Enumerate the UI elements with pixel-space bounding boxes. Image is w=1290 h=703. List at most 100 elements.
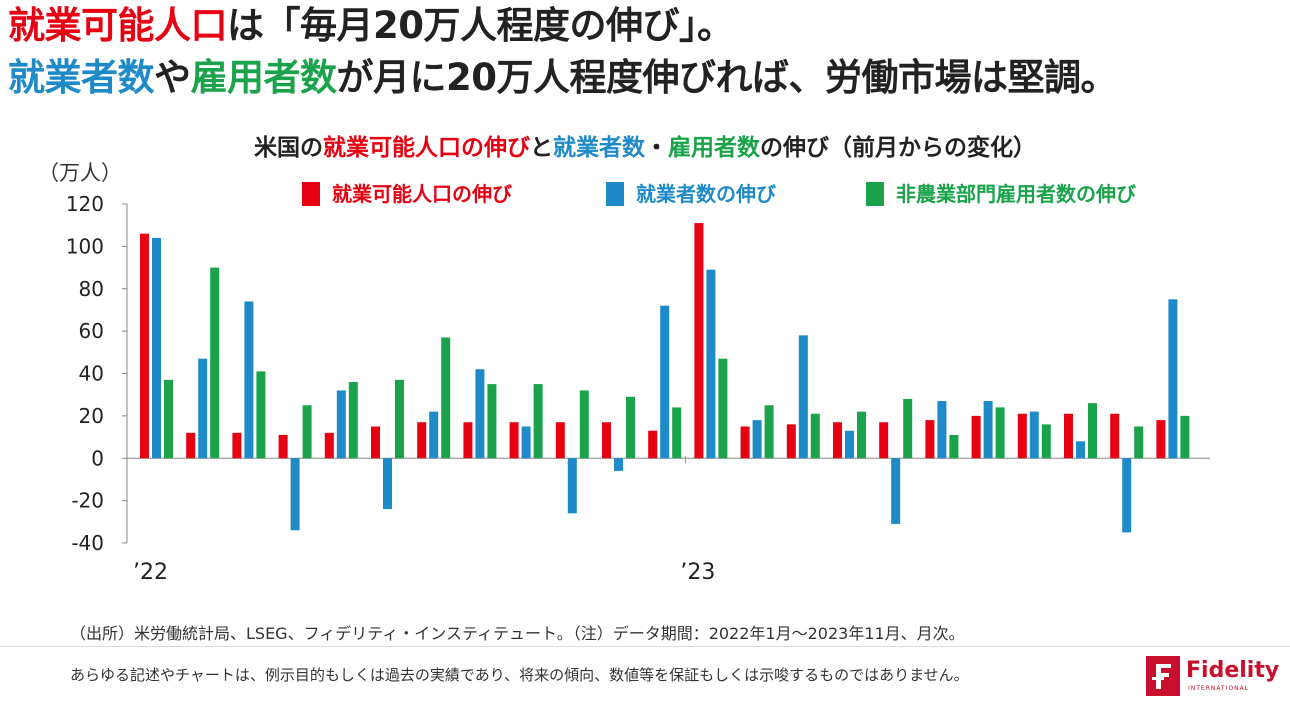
- bar-2023-11-s1: [1168, 299, 1178, 459]
- line1-segment: 就業可能人口: [8, 4, 228, 47]
- bar-2023-05-s1: [891, 458, 901, 524]
- bar-2022-09-s1: [521, 426, 531, 459]
- chart-subtitle: 米国の就業可能人口の伸びと就業者数・雇用者数の伸び（前月からの変化）: [0, 128, 1290, 162]
- bar-2022-10-s0: [555, 422, 565, 459]
- bar-2023-06-s0: [925, 420, 935, 459]
- y-tick-label: -40: [71, 531, 104, 555]
- headline-line-1: 就業可能人口は「毎月20万人程度の伸び」。: [8, 6, 734, 46]
- bar-2023-04-s1: [845, 430, 854, 459]
- headline-line-2: 就業者数や雇用者数が月に20万人程度伸びれば、労働市場は堅調。: [8, 58, 1117, 98]
- legend-label: 就業可能人口の伸び: [332, 182, 513, 206]
- bar-2022-07-s2: [441, 337, 451, 459]
- bar-2023-04-s0: [833, 422, 842, 459]
- legend-label: 就業者数の伸び: [636, 182, 777, 206]
- bar-2023-02-s0: [740, 426, 750, 459]
- y-tick-label: 120: [66, 192, 104, 216]
- bar-2023-08-s2: [1041, 424, 1051, 459]
- bar-2023-09-s1: [1076, 441, 1085, 459]
- bar-2022-11-s1: [614, 458, 623, 471]
- bar-2023-05-s0: [879, 422, 889, 459]
- bar-2023-02-s2: [764, 405, 774, 459]
- bar-2022-09-s2: [533, 384, 543, 459]
- bar-2022-09-s0: [509, 422, 519, 459]
- bar-2023-07-s0: [971, 415, 981, 459]
- bar-2022-08-s0: [463, 422, 473, 459]
- subtitle-segment: 就業者数: [553, 135, 645, 161]
- bar-2023-08-s1: [1029, 411, 1039, 459]
- bar-2022-01-s0: [140, 233, 149, 459]
- bar-2022-03-s0: [232, 432, 242, 459]
- bar-2022-04-s0: [278, 434, 288, 459]
- bar-2022-06-s0: [371, 426, 380, 459]
- bar-2022-08-s1: [475, 369, 485, 459]
- bar-2023-01-s0: [694, 223, 704, 459]
- disclaimer-text: あらゆる記述やチャートは、例示目的もしくは過去の実績であり、将来の傾向、数値等を…: [70, 666, 969, 684]
- line2-segment: や: [154, 56, 191, 99]
- bar-2023-11-s0: [1156, 420, 1166, 459]
- bar-2022-03-s2: [256, 371, 266, 459]
- subtitle-segment: 雇用者数: [668, 135, 760, 161]
- bar-2022-02-s0: [186, 432, 196, 459]
- bar-2022-06-s1: [383, 458, 392, 510]
- bar-2022-08-s2: [487, 384, 497, 459]
- legend-swatch: [606, 182, 624, 206]
- bar-2022-10-s2: [579, 390, 589, 459]
- bar-2023-11-s2: [1180, 415, 1190, 459]
- bar-2023-10-s2: [1134, 426, 1144, 459]
- legend-label: 非農業部門雇用者数の伸び: [896, 182, 1137, 206]
- bar-2023-10-s0: [1110, 413, 1120, 459]
- bar-2022-02-s1: [198, 358, 208, 459]
- bar-2022-12-s0: [648, 430, 658, 459]
- logo-subtitle: INTERNATIONAL: [1188, 685, 1250, 692]
- subtitle-segment: 米国の: [254, 135, 323, 161]
- subtitle-segment: ・: [645, 135, 668, 161]
- bar-2022-05-s2: [348, 381, 358, 459]
- bar-2022-03-s1: [244, 301, 254, 459]
- fidelity-logo: Fidelity INTERNATIONAL: [1146, 656, 1279, 696]
- bar-2023-04-s2: [857, 411, 866, 459]
- bar-2023-06-s1: [937, 401, 947, 459]
- bar-2022-04-s2: [302, 405, 312, 459]
- bar-2022-07-s1: [429, 411, 439, 459]
- bar-2023-06-s2: [949, 434, 959, 459]
- bar-2023-09-s0: [1064, 413, 1073, 459]
- bar-2023-08-s0: [1017, 413, 1027, 459]
- source-note: （出所）米労働統計局、LSEG、フィデリティ・インスティテュート。（注）データ期…: [70, 624, 965, 643]
- bar-2022-12-s1: [660, 305, 670, 459]
- bar-2023-10-s1: [1122, 458, 1132, 533]
- y-tick-label: 20: [79, 404, 104, 428]
- bar-2022-01-s2: [164, 379, 173, 459]
- y-tick-label: 60: [79, 319, 104, 343]
- y-tick-label: -20: [71, 489, 104, 513]
- bar-2022-01-s1: [152, 237, 161, 459]
- bar-2022-10-s1: [567, 458, 577, 514]
- line2-segment: が月に20万人程度伸びれば、労働市場は堅調。: [336, 56, 1118, 99]
- x-year-label: ’23: [680, 560, 715, 585]
- bar-2023-07-s1: [983, 401, 993, 459]
- bar-2022-02-s2: [210, 267, 220, 459]
- bar-2022-11-s0: [602, 422, 611, 459]
- line2-segment: 雇用者数: [190, 56, 338, 99]
- legend-swatch: [866, 182, 884, 206]
- bar-2022-06-s2: [395, 379, 404, 459]
- bar-2023-03-s2: [810, 413, 820, 459]
- bar-2023-01-s1: [706, 269, 716, 459]
- subtitle-segment: と: [530, 135, 553, 161]
- x-year-label: ’22: [133, 560, 168, 585]
- subtitle-segment: 就業可能人口の伸び: [323, 135, 530, 161]
- y-tick-label: 0: [91, 446, 104, 470]
- y-tick-label: 80: [79, 277, 104, 301]
- bar-2023-03-s1: [798, 335, 808, 459]
- logo-wordmark: Fidelity: [1186, 658, 1280, 683]
- line2-segment: 就業者数: [8, 56, 155, 99]
- y-tick-label: 100: [66, 234, 104, 258]
- bar-2022-04-s1: [290, 458, 300, 531]
- y-tick-label: 40: [79, 362, 104, 386]
- line1-segment: は「毎月20万人程度の伸び」。: [227, 4, 734, 47]
- bar-2022-05-s1: [336, 390, 346, 459]
- bar-2023-02-s1: [752, 420, 762, 459]
- bar-2022-05-s0: [324, 432, 334, 459]
- bar-2022-12-s2: [672, 407, 682, 459]
- bar-2022-07-s0: [417, 422, 427, 459]
